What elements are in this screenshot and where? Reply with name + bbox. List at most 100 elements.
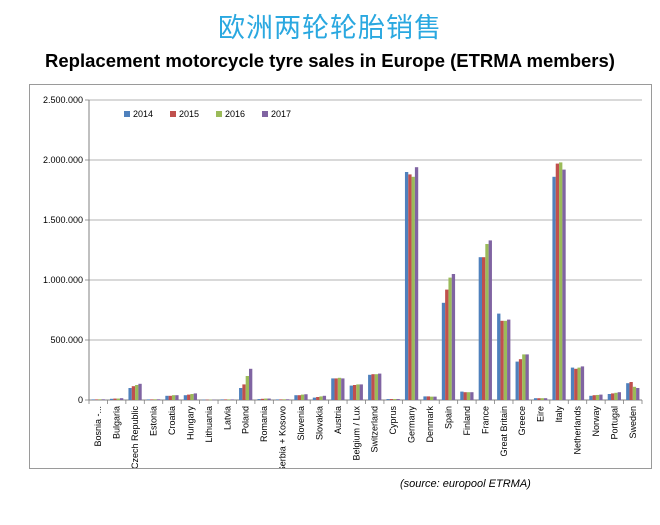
bar [451, 274, 456, 400]
x-tick-label: Hungary [185, 406, 195, 441]
x-tick-label: Lithuania [204, 406, 214, 443]
x-tick-label: Netherlands [572, 406, 582, 455]
bar [230, 399, 234, 400]
legend-label: 2017 [271, 109, 291, 119]
x-tick-label: Slovenia [296, 406, 306, 441]
bar [411, 176, 415, 400]
y-tick-label: 2.000.000 [43, 155, 83, 165]
legend-swatch [262, 111, 268, 117]
bar [202, 399, 206, 401]
bar [589, 395, 593, 400]
bar [165, 395, 169, 400]
source-note: (source: europool ETRMA) [400, 478, 531, 490]
bar [349, 385, 353, 400]
bar [359, 384, 363, 400]
x-tick-label: Slovakia [314, 406, 324, 440]
x-tick-label: Croatia [167, 406, 177, 435]
bar [356, 384, 360, 400]
bar [322, 395, 327, 400]
chart-title: Replacement motorcycle tyre sales in Eur… [45, 50, 615, 71]
bar [592, 395, 596, 400]
bar [559, 162, 563, 400]
bar [175, 395, 179, 400]
bar [562, 169, 566, 400]
x-tick-label: Norway [591, 406, 601, 437]
bar [626, 383, 630, 400]
bar [632, 386, 637, 400]
bar [636, 388, 640, 400]
bar [540, 398, 544, 400]
bar [507, 319, 511, 400]
bar [334, 378, 338, 400]
bar [404, 172, 409, 400]
x-tick-label: Austria [333, 406, 343, 434]
bar [239, 388, 243, 400]
legend-swatch [216, 111, 222, 117]
bar [518, 359, 523, 400]
x-tick-label: Eire [536, 406, 546, 422]
bar [312, 397, 317, 400]
bar [478, 257, 482, 400]
bar [205, 399, 209, 401]
bar [552, 176, 556, 400]
bar [570, 367, 575, 400]
bar [430, 396, 434, 400]
bar [113, 398, 117, 400]
bar [220, 399, 224, 400]
bar [267, 398, 271, 400]
bar [297, 395, 301, 400]
bar [371, 374, 375, 400]
bar [408, 174, 412, 400]
bar [110, 398, 114, 400]
bar [611, 393, 615, 400]
bar [275, 399, 280, 400]
bar [183, 395, 188, 400]
bar [537, 398, 541, 400]
x-tick-label: Cyprus [388, 406, 398, 435]
bar [285, 399, 290, 400]
bar [503, 320, 508, 400]
bar [595, 394, 600, 400]
bar [249, 368, 253, 400]
x-tick-label: Serbia + Kosovo [278, 406, 288, 468]
bar [168, 395, 172, 400]
bar [150, 399, 154, 400]
bar [98, 399, 102, 400]
legend-label: 2015 [179, 109, 199, 119]
bar [466, 392, 471, 400]
legend-label: 2016 [225, 109, 245, 119]
bar [481, 257, 486, 400]
bar [460, 391, 464, 400]
chart-frame: 0 500.000 1.000.000 1.500.000 2.000.000 2.500… [29, 84, 652, 469]
bar [260, 398, 265, 400]
bar [223, 399, 228, 400]
legend-label: 2014 [133, 109, 153, 119]
x-tick-label: Bosnia -... [93, 406, 103, 447]
x-tick-label: Poland [241, 406, 251, 434]
bar [577, 367, 581, 400]
x-tick-label: Sweden [628, 406, 638, 439]
bar [607, 394, 612, 400]
bar [374, 374, 379, 400]
bar [543, 398, 548, 400]
x-tick-label: Bulgaria [112, 406, 122, 439]
bar [153, 399, 157, 400]
bar [319, 396, 323, 400]
bar [470, 392, 474, 400]
bar [91, 399, 95, 400]
bar [389, 399, 394, 400]
y-tick-label: 1.000.000 [43, 275, 83, 285]
legend-swatch [170, 111, 176, 117]
bar [500, 320, 504, 400]
y-tick-label: 0 [78, 395, 83, 405]
bar [441, 302, 446, 400]
chinese-title: 欧洲两轮轮胎销售 [218, 13, 442, 44]
bar [580, 366, 585, 400]
bar [448, 277, 452, 400]
bar [146, 399, 151, 400]
y-tick-label: 500.000 [50, 335, 83, 345]
bar-chart: 0 500.000 1.000.000 1.500.000 2.000.000 2.500… [43, 95, 643, 468]
bar [331, 378, 335, 400]
bar [423, 396, 427, 400]
bar [119, 398, 124, 400]
